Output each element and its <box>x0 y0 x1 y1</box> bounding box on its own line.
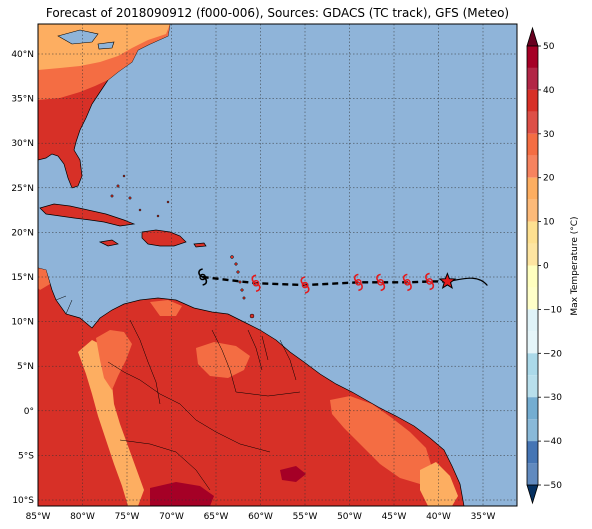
country-borders <box>55 295 301 491</box>
colorbar-segment <box>527 155 538 178</box>
colorbar-segment <box>527 463 538 485</box>
latitude-tick-label: 0° <box>24 407 34 417</box>
colorbar-extend-max <box>526 26 539 47</box>
longitude-tick-label: 85°W <box>26 512 51 522</box>
latitude-tick-label: 15°N <box>11 273 34 283</box>
tc-track <box>198 268 488 294</box>
great-lakes <box>57 29 99 45</box>
colorbar-label: Max Temperature (°C) <box>570 216 580 315</box>
andes-mid-zone <box>96 330 132 390</box>
brazil-highlands <box>330 396 432 484</box>
colorbar-segment <box>527 331 538 354</box>
hurricane-icon <box>402 273 412 292</box>
longitude-tick-label: 75°W <box>115 512 140 522</box>
longitude-tick-label: 80°W <box>70 512 95 522</box>
amazon-hot-spot <box>280 466 306 482</box>
hurricane-icon <box>300 276 310 294</box>
longitude-tick-label: 70°W <box>159 512 184 522</box>
andes-cool-zone <box>78 340 144 506</box>
colorbar-segment <box>527 287 538 310</box>
jamaica <box>98 239 119 247</box>
hurricane-icon <box>353 273 363 292</box>
longitude-tick-label: 40°W <box>426 512 451 522</box>
longitude-tick-label: 35°W <box>471 512 496 522</box>
latitude-tick-label: 30°N <box>11 139 34 149</box>
longitude-tick-label: 65°W <box>204 512 229 522</box>
map-frame <box>37 23 518 507</box>
colorbar-tick-label: −50 <box>543 481 562 491</box>
latitude-tick-labels: 40°N 35°N 30°N 25°N 20°N 15°N 10°N 5°N 0° 5°S 10°S <box>11 50 34 506</box>
latitude-tick-label: 20°N <box>11 228 34 238</box>
colorbar-tick-label: −40 <box>543 437 562 447</box>
colorbar-tick-label: 20 <box>543 174 555 184</box>
hispaniola <box>141 229 187 247</box>
colorbar-tick-label: 0 <box>543 262 549 272</box>
colorbar-tick-label: −10 <box>543 305 562 315</box>
gridlines <box>38 24 517 506</box>
central-america-cool <box>38 268 50 290</box>
colorbar-segment <box>527 89 538 112</box>
hurricane-icon <box>376 273 386 292</box>
longitude-tick-label: 60°W <box>248 512 273 522</box>
colorbar-tick-label: −30 <box>543 393 562 403</box>
colorbar-segment <box>527 375 538 398</box>
colorbar-tick-label: 30 <box>543 130 555 140</box>
colorbar: 50 40 30 20 10 0 −10 −20 −30 −40 −50 <box>526 26 562 505</box>
colorbar-segment <box>527 111 538 134</box>
colorbar-segment <box>527 199 538 222</box>
longitude-tick-label: 55°W <box>293 512 318 522</box>
longitude-tick-label: 50°W <box>337 512 362 522</box>
tropical-storm-icon <box>198 268 208 286</box>
colorbar-tick-label: −20 <box>543 349 562 359</box>
map-title: Forecast of 2018090912 (f000-006), Sourc… <box>45 6 510 20</box>
latitude-tick-label: 40°N <box>11 50 34 60</box>
latitude-tick-label: 5°S <box>18 451 34 461</box>
latitude-tick-label: 10°N <box>11 318 34 328</box>
latitude-tick-label: 5°N <box>17 362 34 372</box>
hurricane-icon <box>251 274 261 293</box>
puerto-rico <box>193 242 207 248</box>
land-layer <box>38 24 465 506</box>
colorbar-segment <box>527 419 538 442</box>
colorbar-segment <box>527 265 538 288</box>
colorbar-tick-label: 10 <box>543 218 555 228</box>
colorbar-segment <box>527 221 538 244</box>
colorbar-segment <box>527 67 538 90</box>
colorbar-segment <box>527 46 538 68</box>
colorbar-tick-label: 40 <box>543 86 555 96</box>
longitude-tick-label: 45°W <box>382 512 407 522</box>
current-position-star-icon <box>438 272 457 290</box>
south-america-hot-zone <box>150 482 214 506</box>
brazil-east-cool <box>420 462 458 506</box>
latitude-tick-label: 35°N <box>11 95 34 105</box>
central-south-america-land <box>38 267 465 506</box>
hurricane-icon <box>425 272 435 291</box>
latitude-tick-label: 10°S <box>12 496 34 506</box>
lake-ontario <box>97 41 115 50</box>
longitude-tick-labels: 85°W 80°W 75°W 70°W 65°W 60°W 55°W 50°W 45°W 40°W… <box>26 512 496 522</box>
colorbar-extend-min <box>526 484 539 505</box>
venezuela-coast-cool <box>150 300 182 316</box>
colorbar-segment <box>527 133 538 156</box>
colorbar-segment <box>527 309 538 332</box>
track-forecast-line <box>202 275 448 287</box>
colorbar-tick-label: 50 <box>543 42 555 52</box>
colorbar-segment <box>527 243 538 266</box>
lesser-antilles <box>110 174 255 319</box>
colorbar-segment <box>527 177 538 200</box>
colorbar-segment <box>527 353 538 376</box>
guiana-highlands <box>196 342 250 378</box>
latitude-tick-label: 25°N <box>11 184 34 194</box>
colorbar-segment <box>527 397 538 420</box>
colorbar-segment <box>527 441 538 464</box>
